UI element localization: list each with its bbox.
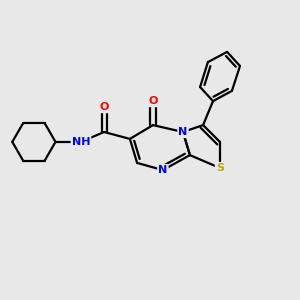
Text: NH: NH [72,137,90,147]
Text: S: S [216,163,224,173]
Text: O: O [99,102,109,112]
Text: O: O [148,96,158,106]
Text: N: N [158,165,167,175]
Text: N: N [178,127,188,137]
